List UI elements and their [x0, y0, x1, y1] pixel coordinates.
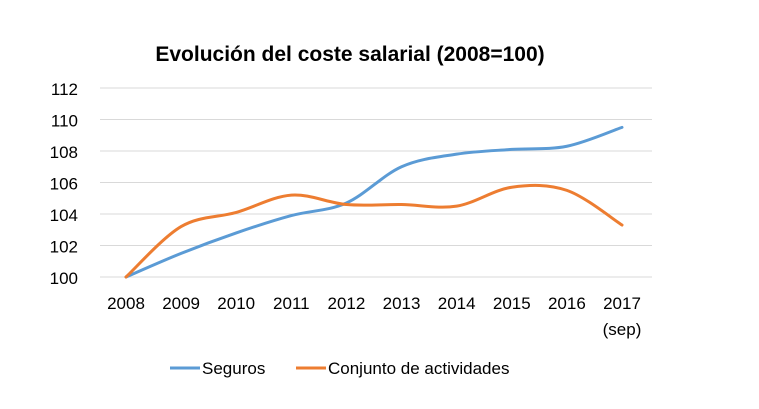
series-line-conjunto-de-actividades [124, 183, 624, 279]
y-tick-label: 106 [50, 175, 78, 194]
y-tick-label: 108 [50, 143, 78, 162]
y-tick-label: 104 [50, 206, 78, 225]
x-tick-label: 2010 [217, 294, 255, 313]
x-tick-label: 2016 [548, 294, 586, 313]
x-tick-label: 2009 [162, 294, 200, 313]
y-tick-label: 102 [50, 238, 78, 257]
x-tick-sublabel: (sep) [603, 320, 642, 339]
x-tick-label: 2014 [438, 294, 476, 313]
x-tick-label: 2008 [107, 294, 145, 313]
x-tick-label: 2013 [383, 294, 421, 313]
y-tick-label: 112 [51, 80, 78, 99]
y-tick-label: 110 [51, 112, 78, 131]
legend-label: Seguros [202, 359, 265, 378]
x-tick-label: 2011 [273, 294, 310, 313]
series-line-seguros [124, 125, 624, 279]
legend-label: Conjunto de actividades [328, 359, 509, 378]
x-tick-label: 2015 [493, 294, 531, 313]
x-tick-label: 2012 [328, 294, 366, 313]
y-tick-label: 100 [50, 269, 78, 288]
chart-title: Evolución del coste salarial (2008=100) [155, 43, 544, 66]
x-tick-label: 2017 [603, 294, 641, 313]
